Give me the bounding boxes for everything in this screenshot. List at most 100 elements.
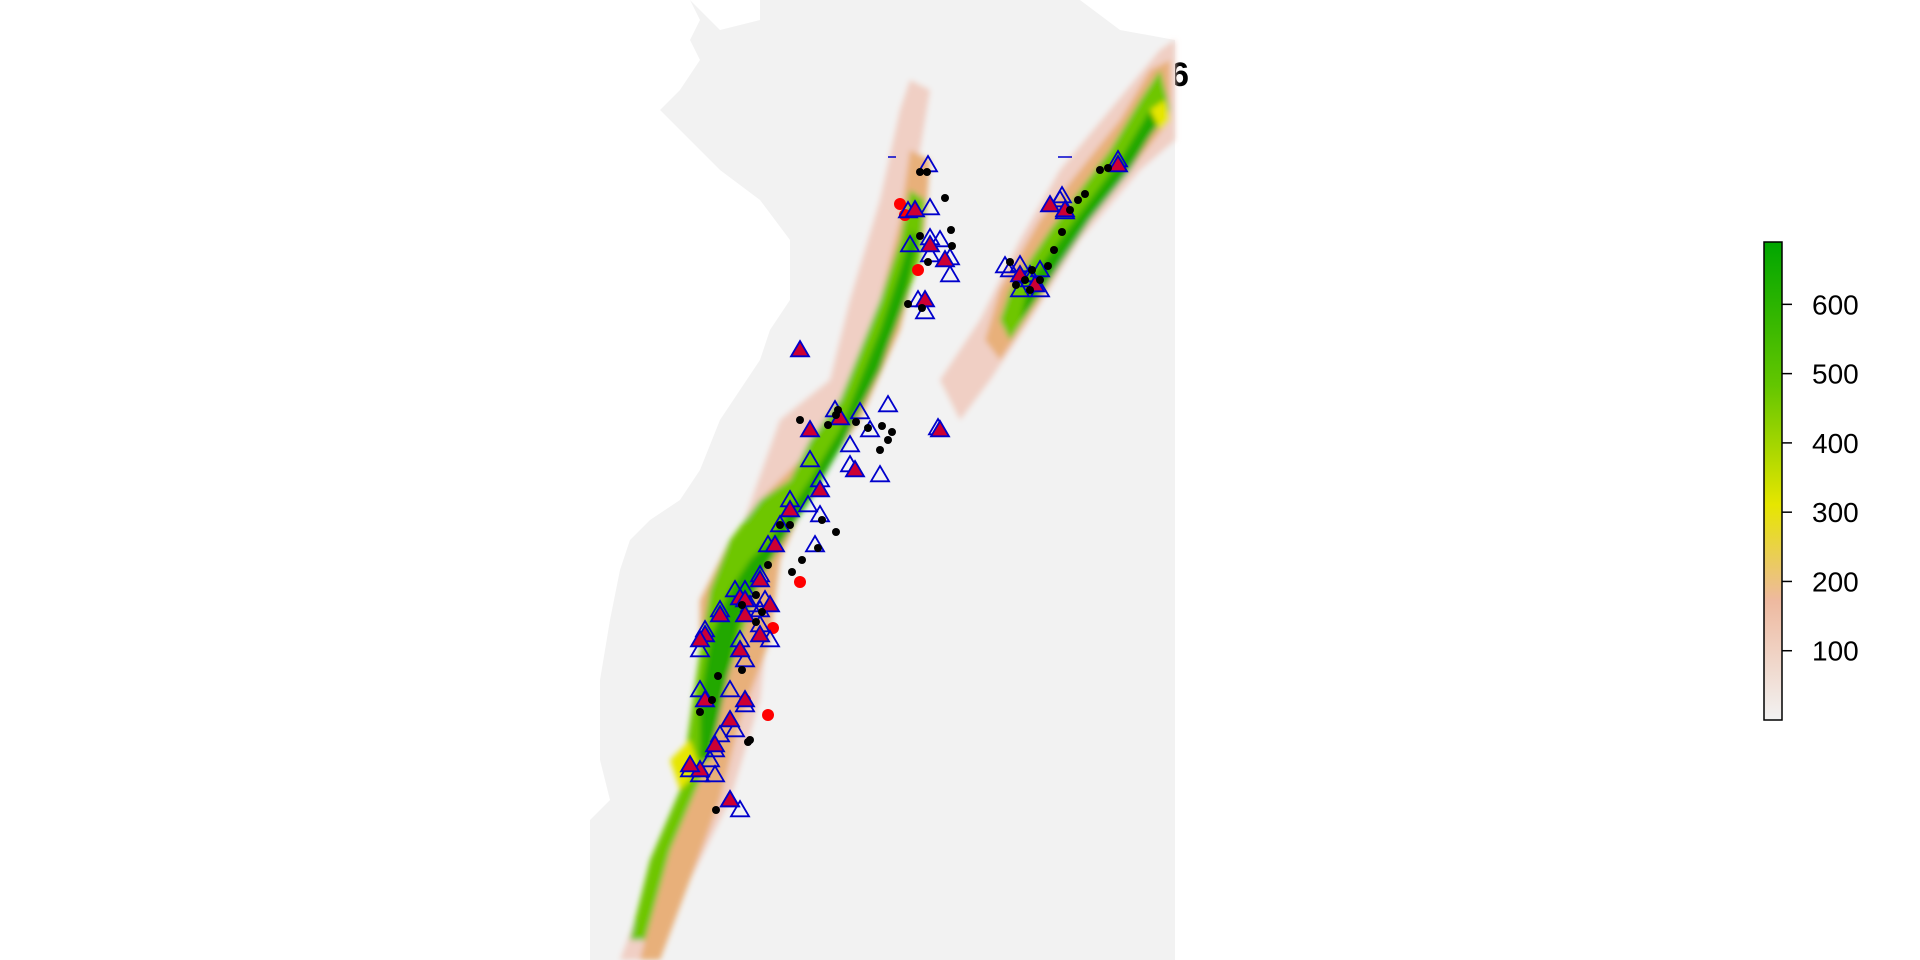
occurrence-triangle	[939, 264, 961, 283]
occurrence-dot	[1012, 281, 1020, 289]
occurrence-triangle-filled	[919, 234, 941, 253]
occurrence-dot	[752, 591, 760, 599]
occurrence-dot	[696, 708, 704, 716]
occurrence-triangle-filled	[719, 709, 741, 728]
occurrence-triangle	[724, 719, 746, 738]
occurrence-dot	[746, 736, 754, 744]
occurrence-triangle	[869, 464, 891, 483]
occurrence-triangle	[699, 749, 721, 768]
occurrence-triangle-filled	[734, 689, 756, 708]
occurrence-triangle	[689, 679, 711, 698]
occurrence-dot	[878, 422, 886, 430]
occurrence-triangle	[719, 679, 741, 698]
occurrence-dot	[788, 568, 796, 576]
occurrence-triangle	[839, 434, 861, 453]
occurrence-dot	[832, 528, 840, 536]
occurrence-triangle	[704, 764, 726, 783]
occurrence-dot	[1021, 276, 1029, 284]
occurrence-dot	[916, 232, 924, 240]
occurrence-triangle-filled	[679, 754, 701, 773]
legend-tick-label: 400	[1812, 428, 1859, 459]
occurrence-dot	[1058, 228, 1066, 236]
legend-tick-label: 600	[1812, 289, 1859, 320]
occurrence-triangle-filled	[1107, 154, 1129, 173]
occurrence-triangle	[929, 229, 951, 248]
occurrence-markers	[679, 149, 1129, 818]
occurrence-dot	[738, 666, 746, 674]
legend-tick-label: 500	[1812, 359, 1859, 390]
occurrence-dot	[941, 194, 949, 202]
sea-region	[590, 0, 790, 820]
occurrence-dot	[752, 618, 760, 626]
occurrence-triangle	[849, 401, 871, 420]
occurrence-dot	[798, 556, 806, 564]
occurrence-dot	[786, 521, 794, 529]
occurrence-dot	[888, 428, 896, 436]
occurrence-triangle-filled	[709, 604, 731, 623]
occurrence-red-dot	[912, 264, 924, 276]
occurrence-dot	[712, 806, 720, 814]
occurrence-triangle-filled	[779, 499, 801, 518]
occurrence-dot	[796, 416, 804, 424]
occurrence-triangle	[1049, 189, 1071, 208]
occurrence-red-dot	[794, 576, 806, 588]
occurrence-dot	[918, 304, 926, 312]
occurrence-triangle	[919, 197, 941, 216]
occurrence-dot	[1104, 164, 1112, 172]
occurrence-dot	[1006, 258, 1014, 266]
occurrence-triangle-filled	[904, 199, 926, 218]
occurrence-red-dot	[894, 198, 906, 210]
occurrence-triangle	[729, 799, 751, 818]
legend-bar	[1763, 241, 1783, 721]
occurrence-triangle-filled	[764, 534, 786, 553]
occurrence-triangle	[709, 724, 731, 743]
occurrence-dot	[818, 516, 826, 524]
occurrence-triangle	[799, 449, 821, 468]
occurrence-triangle-filled	[759, 594, 781, 613]
occurrence-dot	[814, 544, 822, 552]
occurrence-dot	[776, 521, 784, 529]
occurrence-triangle-filled	[689, 629, 711, 648]
occurrence-dot	[923, 168, 931, 176]
occurrence-triangle-filled	[729, 639, 751, 658]
occurrence-triangle-filled	[749, 569, 771, 588]
occurrence-dot	[904, 300, 912, 308]
legend-tick-label: 100	[1812, 636, 1859, 667]
band-yellow-patch-2	[1150, 100, 1170, 130]
legend-ticks	[1782, 303, 1792, 652]
occurrence-dot	[1028, 266, 1036, 274]
color-legend: 100 200 300 400 500 600	[1763, 241, 1859, 721]
occurrence-red-dot	[762, 709, 774, 721]
occurrence-triangle	[689, 639, 711, 658]
occurrence-triangle-filled	[1039, 194, 1061, 213]
occurrence-dot	[1036, 276, 1044, 284]
occurrence-dot	[708, 696, 716, 704]
occurrence-triangle-filled	[734, 604, 756, 623]
occurrence-dot	[947, 226, 955, 234]
occurrence-dot	[916, 168, 924, 176]
occurrence-triangle	[734, 649, 756, 668]
occurrence-triangle-filled	[809, 479, 831, 498]
band-top-west	[700, 230, 918, 760]
occurrence-dot	[1081, 190, 1089, 198]
band-mid-west	[640, 150, 930, 960]
occurrence-dot	[1026, 286, 1034, 294]
occurrence-dot	[876, 446, 884, 454]
occurrence-triangle	[899, 234, 921, 253]
occurrence-dot	[864, 424, 872, 432]
occurrence-dot	[824, 421, 832, 429]
occurrence-dot	[948, 242, 956, 250]
occurrence-triangle	[999, 259, 1021, 278]
sea-region-northeast	[1080, 0, 1175, 40]
occurrence-dot	[738, 601, 746, 609]
occurrence-triangle	[797, 494, 819, 513]
occurrence-triangle	[804, 534, 826, 553]
occurrence-triangle-filled	[844, 459, 866, 478]
occurrence-triangle-filled	[749, 624, 771, 643]
occurrence-dot	[884, 436, 892, 444]
occurrence-triangle-filled	[704, 734, 726, 753]
occurrence-triangle-filled	[799, 419, 821, 438]
occurrence-triangle-filled	[719, 789, 741, 808]
legend-tick-label: 300	[1812, 497, 1859, 528]
